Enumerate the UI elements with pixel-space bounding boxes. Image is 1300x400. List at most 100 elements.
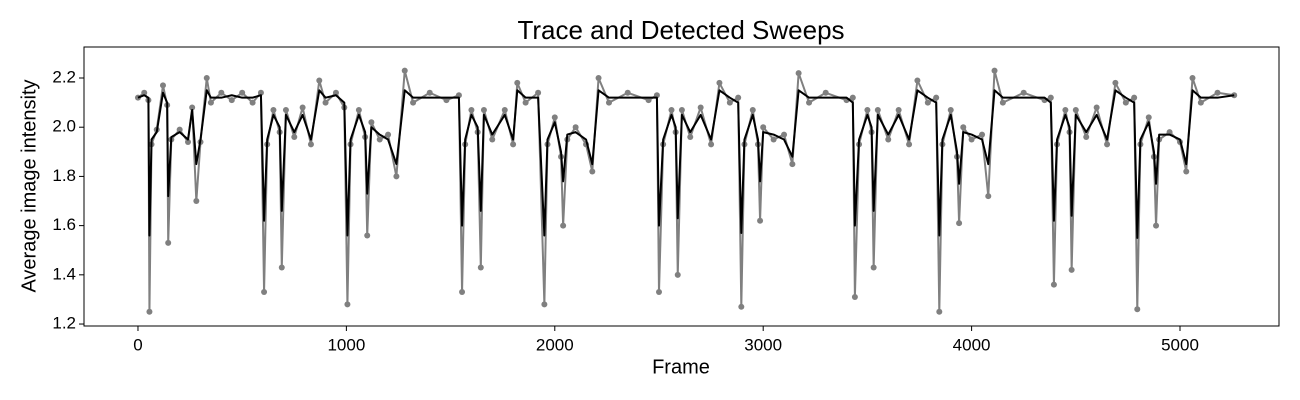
data-point [985,193,992,200]
plot-frame [83,46,1280,327]
data-point [1131,94,1138,101]
data-point [282,106,289,113]
data-point [146,308,153,315]
data-point [1050,281,1057,288]
data-point [760,124,767,131]
data-point [368,119,375,126]
data-point [307,141,314,148]
data-point [849,94,856,101]
data-point [674,271,681,278]
data-point [589,168,596,175]
series-line [137,89,1235,239]
data-point [1062,106,1069,113]
y-tick-label: 1.8 [52,166,76,185]
data-point [1068,266,1075,273]
data-point [605,99,612,106]
data-point [1093,104,1100,111]
data-point [344,301,351,308]
data-point [376,136,383,143]
data-point [708,141,715,148]
data-point [870,264,877,271]
data-point [189,104,196,111]
data-point [735,94,742,101]
y-tick-label: 2.0 [52,117,76,136]
data-point [176,126,183,133]
x-axis-label: Frame [652,356,710,378]
data-point [738,303,745,310]
data-point [947,106,954,113]
y-tick-label: 1.6 [52,215,76,234]
data-point [1047,94,1054,101]
data-point [895,106,902,113]
y-tick-label: 1.4 [52,264,76,283]
data-point [249,99,256,106]
data-point [716,79,723,86]
data-point [595,75,602,81]
data-point [393,173,400,180]
data-point [228,97,235,104]
data-point [885,136,892,143]
data-point [278,264,285,271]
data-point [851,293,858,300]
data-point [1153,222,1160,229]
data-point [1122,99,1129,106]
data-point [1145,114,1152,121]
data-point [270,106,277,113]
data-point [316,77,323,84]
data-point [385,131,392,138]
data-point [781,131,788,138]
data-point [257,89,264,96]
data-point [668,106,675,113]
data-point [364,232,371,239]
data-point [184,138,191,145]
data-point [410,99,417,106]
data-point [906,141,913,148]
data-point [1197,99,1204,106]
data-point [459,289,466,296]
data-point [332,89,339,96]
data-point [999,99,1006,106]
data-point [795,70,802,77]
data-point [159,82,166,89]
data-point [914,77,921,84]
data-point [1231,92,1238,99]
data-point [218,89,225,96]
data-point [291,134,298,141]
data-point [468,106,475,113]
data-point [806,99,813,106]
y-tick-label: 1.2 [52,314,76,333]
data-point [203,75,210,81]
x-tick-label: 4000 [953,335,991,354]
data-point [1189,75,1196,81]
data-point [697,104,704,111]
y-tick-label: 2.2 [52,67,76,86]
data-point [968,136,975,143]
data-point [864,106,871,113]
data-point [936,308,943,315]
x-tick-label: 5000 [1161,335,1199,354]
data-point [239,89,246,96]
data-point [480,106,487,113]
data-point [299,104,306,111]
data-point [933,94,940,101]
data-point [1214,89,1221,96]
data-point [687,134,694,141]
data-point [165,239,172,246]
data-point [991,67,998,74]
x-tick-label: 0 [133,335,142,354]
data-point [1020,89,1027,96]
data-point [141,89,148,96]
data-point [572,124,579,131]
data-point [757,217,764,224]
data-point [322,99,329,106]
data-point [514,79,521,86]
data-point [477,264,484,271]
data-point [426,89,433,96]
data-point [355,106,362,113]
data-point [770,136,777,143]
data-point [1083,134,1090,141]
data-point [1112,79,1119,86]
data-point [979,131,986,138]
data-point [749,106,756,113]
